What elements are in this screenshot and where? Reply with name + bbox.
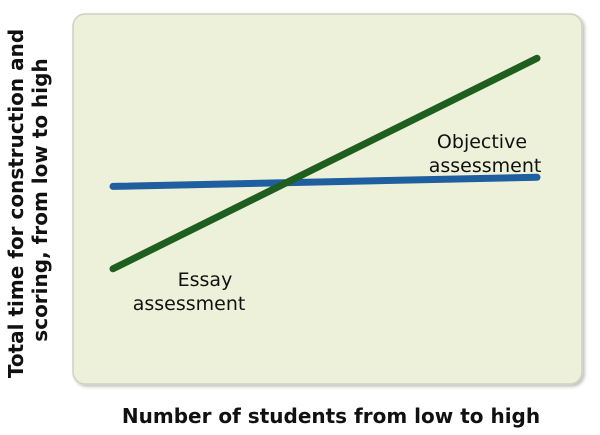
series-label-objective-line-1: Objective <box>437 131 527 153</box>
series-line-essay <box>109 54 541 273</box>
series-line-objective <box>109 173 541 190</box>
series-layer <box>109 54 541 273</box>
y-axis-title: Total time for construction and scoring,… <box>4 22 52 378</box>
x-axis-title: Number of students from low to high <box>122 404 540 428</box>
plot-area <box>72 13 583 385</box>
series-label-objective-line-2: assessment <box>429 155 542 177</box>
y-axis-title-line-2: scoring, from low to high <box>28 58 52 341</box>
series-label-objective: Objective assessment <box>429 131 542 177</box>
y-axis-title-line-1: Total time for construction and <box>4 29 28 378</box>
series-label-essay-line-1: Essay <box>178 269 233 291</box>
series-label-essay-line-2: assessment <box>133 293 246 315</box>
series-label-essay: Essay assessment <box>133 269 246 315</box>
